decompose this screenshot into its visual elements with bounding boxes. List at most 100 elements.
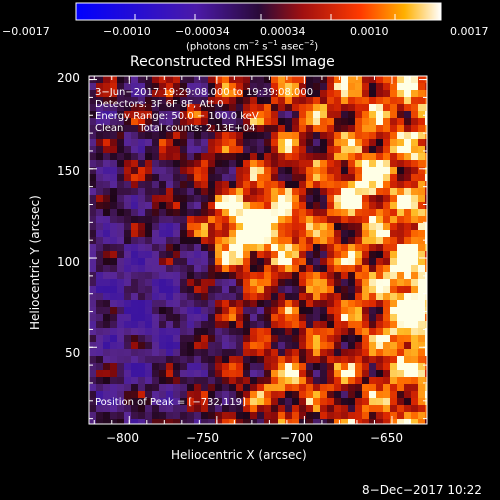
image-pixel — [383, 104, 390, 111]
image-pixel — [299, 398, 306, 405]
image-pixel — [131, 349, 138, 356]
image-pixel — [145, 132, 152, 139]
image-pixel — [411, 244, 418, 251]
image-pixel — [278, 111, 285, 118]
image-pixel — [131, 118, 138, 125]
image-pixel — [138, 258, 145, 265]
image-pixel — [257, 321, 264, 328]
image-pixel — [425, 174, 427, 181]
image-pixel — [341, 384, 348, 391]
image-pixel — [257, 356, 264, 363]
image-pixel — [292, 111, 299, 118]
image-pixel — [215, 230, 222, 237]
image-pixel — [138, 76, 145, 83]
image-pixel — [236, 174, 243, 181]
image-pixel — [313, 153, 320, 160]
image-pixel — [369, 83, 376, 90]
image-pixel — [124, 97, 131, 104]
image-pixel — [194, 419, 201, 424]
image-pixel — [383, 293, 390, 300]
image-pixel — [320, 258, 327, 265]
image-pixel — [411, 258, 418, 265]
image-pixel — [166, 384, 173, 391]
image-pixel — [327, 76, 334, 83]
image-pixel — [124, 181, 131, 188]
image-pixel — [138, 153, 145, 160]
image-pixel — [236, 251, 243, 258]
image-pixel — [390, 377, 397, 384]
image-pixel — [236, 83, 243, 90]
image-pixel — [194, 97, 201, 104]
image-pixel — [404, 370, 411, 377]
image-pixel — [208, 202, 215, 209]
image-pixel — [383, 328, 390, 335]
image-pixel — [411, 167, 418, 174]
image-pixel — [117, 167, 124, 174]
image-pixel — [166, 405, 173, 412]
image-pixel — [411, 181, 418, 188]
image-pixel — [397, 209, 404, 216]
image-pixel — [250, 195, 257, 202]
image-pixel — [397, 139, 404, 146]
image-pixel — [117, 244, 124, 251]
image-pixel — [376, 279, 383, 286]
image-pixel — [313, 139, 320, 146]
image-pixel — [285, 328, 292, 335]
image-pixel — [222, 118, 229, 125]
image-pixel — [341, 279, 348, 286]
image-pixel — [215, 202, 222, 209]
image-pixel — [159, 237, 166, 244]
image-pixel — [201, 111, 208, 118]
image-pixel — [362, 104, 369, 111]
image-pixel — [145, 209, 152, 216]
image-pixel — [152, 342, 159, 349]
image-pixel — [425, 307, 427, 314]
image-pixel — [278, 328, 285, 335]
image-pixel — [243, 216, 250, 223]
image-pixel — [397, 237, 404, 244]
image-pixel — [145, 174, 152, 181]
image-pixel — [425, 118, 427, 125]
image-pixel — [222, 363, 229, 370]
image-pixel — [404, 188, 411, 195]
image-pixel — [180, 153, 187, 160]
image-pixel — [159, 279, 166, 286]
image-pixel — [397, 293, 404, 300]
image-pixel — [201, 202, 208, 209]
image-pixel — [117, 125, 124, 132]
image-pixel — [411, 174, 418, 181]
image-pixel — [397, 146, 404, 153]
image-pixel — [383, 272, 390, 279]
image-pixel — [103, 76, 110, 83]
image-pixel — [376, 258, 383, 265]
image-pixel — [397, 342, 404, 349]
image-pixel — [306, 174, 313, 181]
image-pixel — [124, 328, 131, 335]
image-pixel — [355, 377, 362, 384]
image-pixel — [313, 216, 320, 223]
image-pixel — [313, 370, 320, 377]
image-pixel — [271, 412, 278, 419]
image-pixel — [117, 132, 124, 139]
image-pixel — [292, 286, 299, 293]
image-pixel — [208, 209, 215, 216]
image-pixel — [208, 335, 215, 342]
image-pixel — [89, 370, 96, 377]
image-pixel — [327, 223, 334, 230]
image-pixel — [404, 265, 411, 272]
image-pixel — [117, 153, 124, 160]
image-pixel — [299, 202, 306, 209]
image-pixel — [159, 139, 166, 146]
image-pixel — [271, 146, 278, 153]
image-pixel — [229, 307, 236, 314]
image-pixel — [117, 265, 124, 272]
image-pixel — [138, 286, 145, 293]
image-pixel — [383, 265, 390, 272]
image-pixel — [376, 384, 383, 391]
image-pixel — [222, 76, 229, 83]
image-pixel — [355, 328, 362, 335]
image-pixel — [257, 230, 264, 237]
image-pixel — [369, 307, 376, 314]
image-pixel — [145, 321, 152, 328]
image-pixel — [194, 251, 201, 258]
